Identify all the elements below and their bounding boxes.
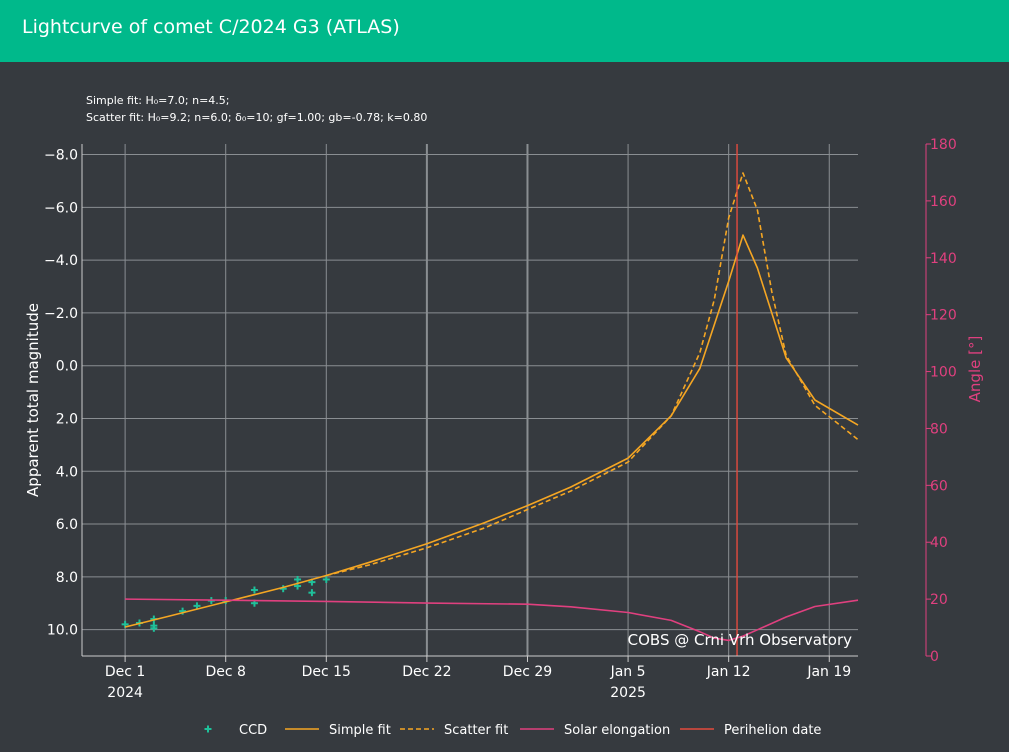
x-tick-label: Jan 19 <box>806 664 851 680</box>
legend[interactable]: CCD Simple fit Scatter fit Solar elongation… <box>204 723 822 738</box>
y2-tick-label: 40 <box>930 535 948 551</box>
x-tick-label: Dec 1 <box>105 664 145 680</box>
y-tick-label: 8.0 <box>56 570 78 586</box>
page-title: Lightcurve of comet C/2024 G3 (ATLAS) <box>22 16 400 38</box>
x-tick-label: Dec 15 <box>302 664 351 680</box>
legend-label: CCD <box>239 723 267 738</box>
legend-item-solar-elongation[interactable]: Solar elongation <box>520 723 670 738</box>
ccd-point <box>150 624 158 632</box>
ccd-point <box>193 602 201 610</box>
y2-tick-label: 140 <box>930 251 957 267</box>
y2-tick-label: 0 <box>930 649 939 665</box>
legend-item-scatter-fit[interactable]: Scatter fit <box>400 723 508 738</box>
y-tick-label: 6.0 <box>56 517 78 533</box>
plot-area[interactable] <box>121 144 859 656</box>
y2-tick-label: 120 <box>930 308 957 324</box>
axes: −8.0 −6.0 −4.0 −2.0 0.0 2.0 4.0 6.0 8.0 10.0 Dec 1… <box>44 137 957 701</box>
y-tick-label: 0.0 <box>56 359 78 375</box>
watermark-text: COBS @ Crni Vrh Observatory <box>628 631 852 649</box>
legend-label: Scatter fit <box>444 723 508 738</box>
y2-tick-label: 100 <box>930 365 957 381</box>
y2-tick-label: 160 <box>930 194 957 210</box>
legend-item-simple-fit[interactable]: Simple fit <box>285 723 391 738</box>
y-tick-label: 4.0 <box>56 464 78 480</box>
legend-item-perihelion-date[interactable]: Perihelion date <box>680 723 821 738</box>
ccd-point <box>250 586 258 594</box>
x-tick-year-label: 2024 <box>107 685 143 701</box>
y-tick-label: 2.0 <box>56 411 78 427</box>
legend-label: Perihelion date <box>724 723 821 738</box>
legend-label: Solar elongation <box>564 723 670 738</box>
y2-axis-title: Angle [°] <box>966 336 984 403</box>
grid <box>82 144 858 656</box>
x-tick-label: Jan 5 <box>610 664 646 680</box>
ccd-point <box>322 575 330 583</box>
legend-label: Simple fit <box>329 723 391 738</box>
scatter-fit-line <box>326 172 859 577</box>
lightcurve-chart[interactable]: −8.0 −6.0 −4.0 −2.0 0.0 2.0 4.0 6.0 8.0 10.0 Dec 1… <box>0 62 1009 752</box>
y-tick-label: −2.0 <box>44 306 78 322</box>
simple-fit-annotation: Simple fit: H₀=7.0; n=4.5; <box>86 94 229 107</box>
y2-tick-label: 80 <box>930 421 948 437</box>
x-tick-label: Dec 22 <box>402 664 451 680</box>
y2-tick-label: 180 <box>930 137 957 153</box>
y-tick-label: −6.0 <box>44 200 78 216</box>
x-tick-label: Jan 12 <box>706 664 751 680</box>
y-tick-label: −8.0 <box>44 148 78 164</box>
x-tick-label: Dec 29 <box>503 664 552 680</box>
x-tick-year-label: 2025 <box>610 685 646 701</box>
y-axis-title: Apparent total magnitude <box>24 303 42 497</box>
y-tick-label: −4.0 <box>44 253 78 269</box>
scatter-fit-annotation: Scatter fit: H₀=9.2; n=6.0; δ₀=10; gf=1.… <box>86 111 427 124</box>
x-tick-label: Dec 8 <box>205 664 245 680</box>
y2-tick-label: 60 <box>930 478 948 494</box>
y-tick-label: 10.0 <box>47 623 78 639</box>
ccd-point <box>308 589 316 597</box>
page-header: Lightcurve of comet C/2024 G3 (ATLAS) <box>0 0 1009 62</box>
simple-fit-line <box>124 234 859 628</box>
ccd-point <box>294 575 302 583</box>
legend-item-ccd[interactable]: CCD <box>204 723 268 738</box>
y2-tick-label: 20 <box>930 592 948 608</box>
solar-elongation-line <box>125 598 859 642</box>
